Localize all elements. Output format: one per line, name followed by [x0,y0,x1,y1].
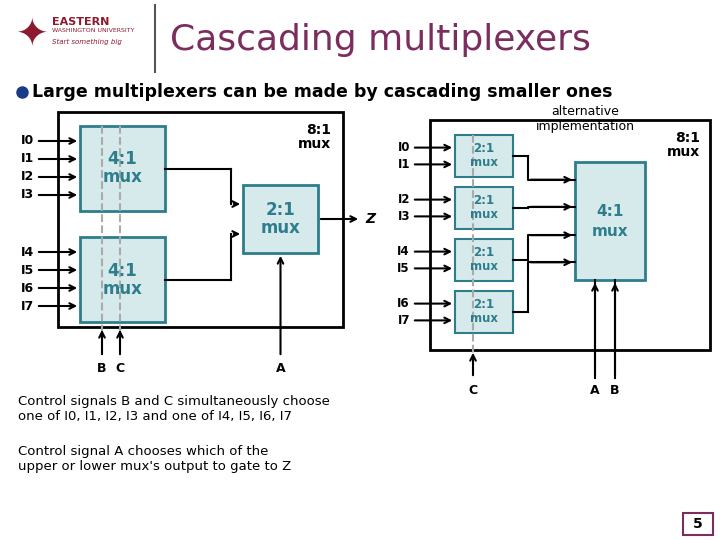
Text: I4: I4 [397,245,410,258]
Text: I6: I6 [397,297,410,310]
Text: 8:1: 8:1 [675,131,700,145]
Text: mux: mux [298,137,331,151]
Text: EASTERN: EASTERN [52,17,109,27]
Bar [575,162,645,280]
Text: I3: I3 [397,210,410,223]
Text: Cascading multiplexers: Cascading multiplexers [170,23,591,57]
Text: mux: mux [470,260,498,273]
Text: I2: I2 [21,171,34,184]
Bar [80,237,165,322]
Bar [455,291,513,333]
Text: I6: I6 [21,281,34,294]
Text: Large multiplexers can be made by cascading smaller ones: Large multiplexers can be made by cascad… [32,83,613,101]
Text: 2:1: 2:1 [474,194,495,207]
Text: I1: I1 [21,152,34,165]
Bar [58,112,343,327]
Text: I0: I0 [21,134,34,147]
Bar [683,513,713,535]
Text: I4: I4 [21,246,34,259]
Text: C: C [469,383,477,396]
Bar [455,239,513,281]
Text: Z: Z [365,212,375,226]
Text: 4:1: 4:1 [596,204,624,219]
Text: 2:1: 2:1 [474,299,495,312]
Bar [80,126,165,211]
Bar [455,187,513,229]
Text: Control signals B and C simultaneously choose
one of I0, I1, I2, I3 and one of I: Control signals B and C simultaneously c… [18,395,330,423]
Text: mux: mux [470,157,498,170]
Text: mux: mux [102,280,143,298]
Text: 2:1: 2:1 [474,143,495,156]
Text: I2: I2 [397,193,410,206]
Text: mux: mux [102,168,143,186]
Text: WASHINGTON UNIVERSITY: WASHINGTON UNIVERSITY [52,29,135,33]
Bar [243,185,318,253]
Text: 2:1: 2:1 [474,246,495,260]
Text: mux: mux [667,145,700,159]
Text: Control signal A chooses which of the
upper or lower mux's output to gate to Z: Control signal A chooses which of the up… [18,445,292,473]
Text: mux: mux [592,224,629,239]
Text: mux: mux [470,313,498,326]
Text: I7: I7 [21,300,34,313]
Text: ✦: ✦ [15,16,48,54]
Text: I3: I3 [21,188,34,201]
Text: 5: 5 [693,517,703,531]
Text: 8:1: 8:1 [306,123,331,137]
Bar [0,0,720,75]
Text: B: B [97,362,107,375]
Text: I1: I1 [397,158,410,171]
Text: mux: mux [261,219,300,237]
Text: Start something big: Start something big [52,39,122,45]
Text: I5: I5 [397,262,410,275]
Text: I7: I7 [397,314,410,327]
Text: B: B [611,383,620,396]
Bar [430,120,710,350]
Text: I0: I0 [397,141,410,154]
Text: 4:1: 4:1 [107,261,138,280]
Text: A: A [276,362,285,375]
Text: C: C [115,362,125,375]
Text: mux: mux [470,208,498,221]
Text: 4:1: 4:1 [107,151,138,168]
Text: A: A [590,383,600,396]
Text: alternative
implementation: alternative implementation [536,105,634,133]
Bar [455,135,513,177]
Text: I5: I5 [21,264,34,276]
Text: 2:1: 2:1 [266,201,295,219]
